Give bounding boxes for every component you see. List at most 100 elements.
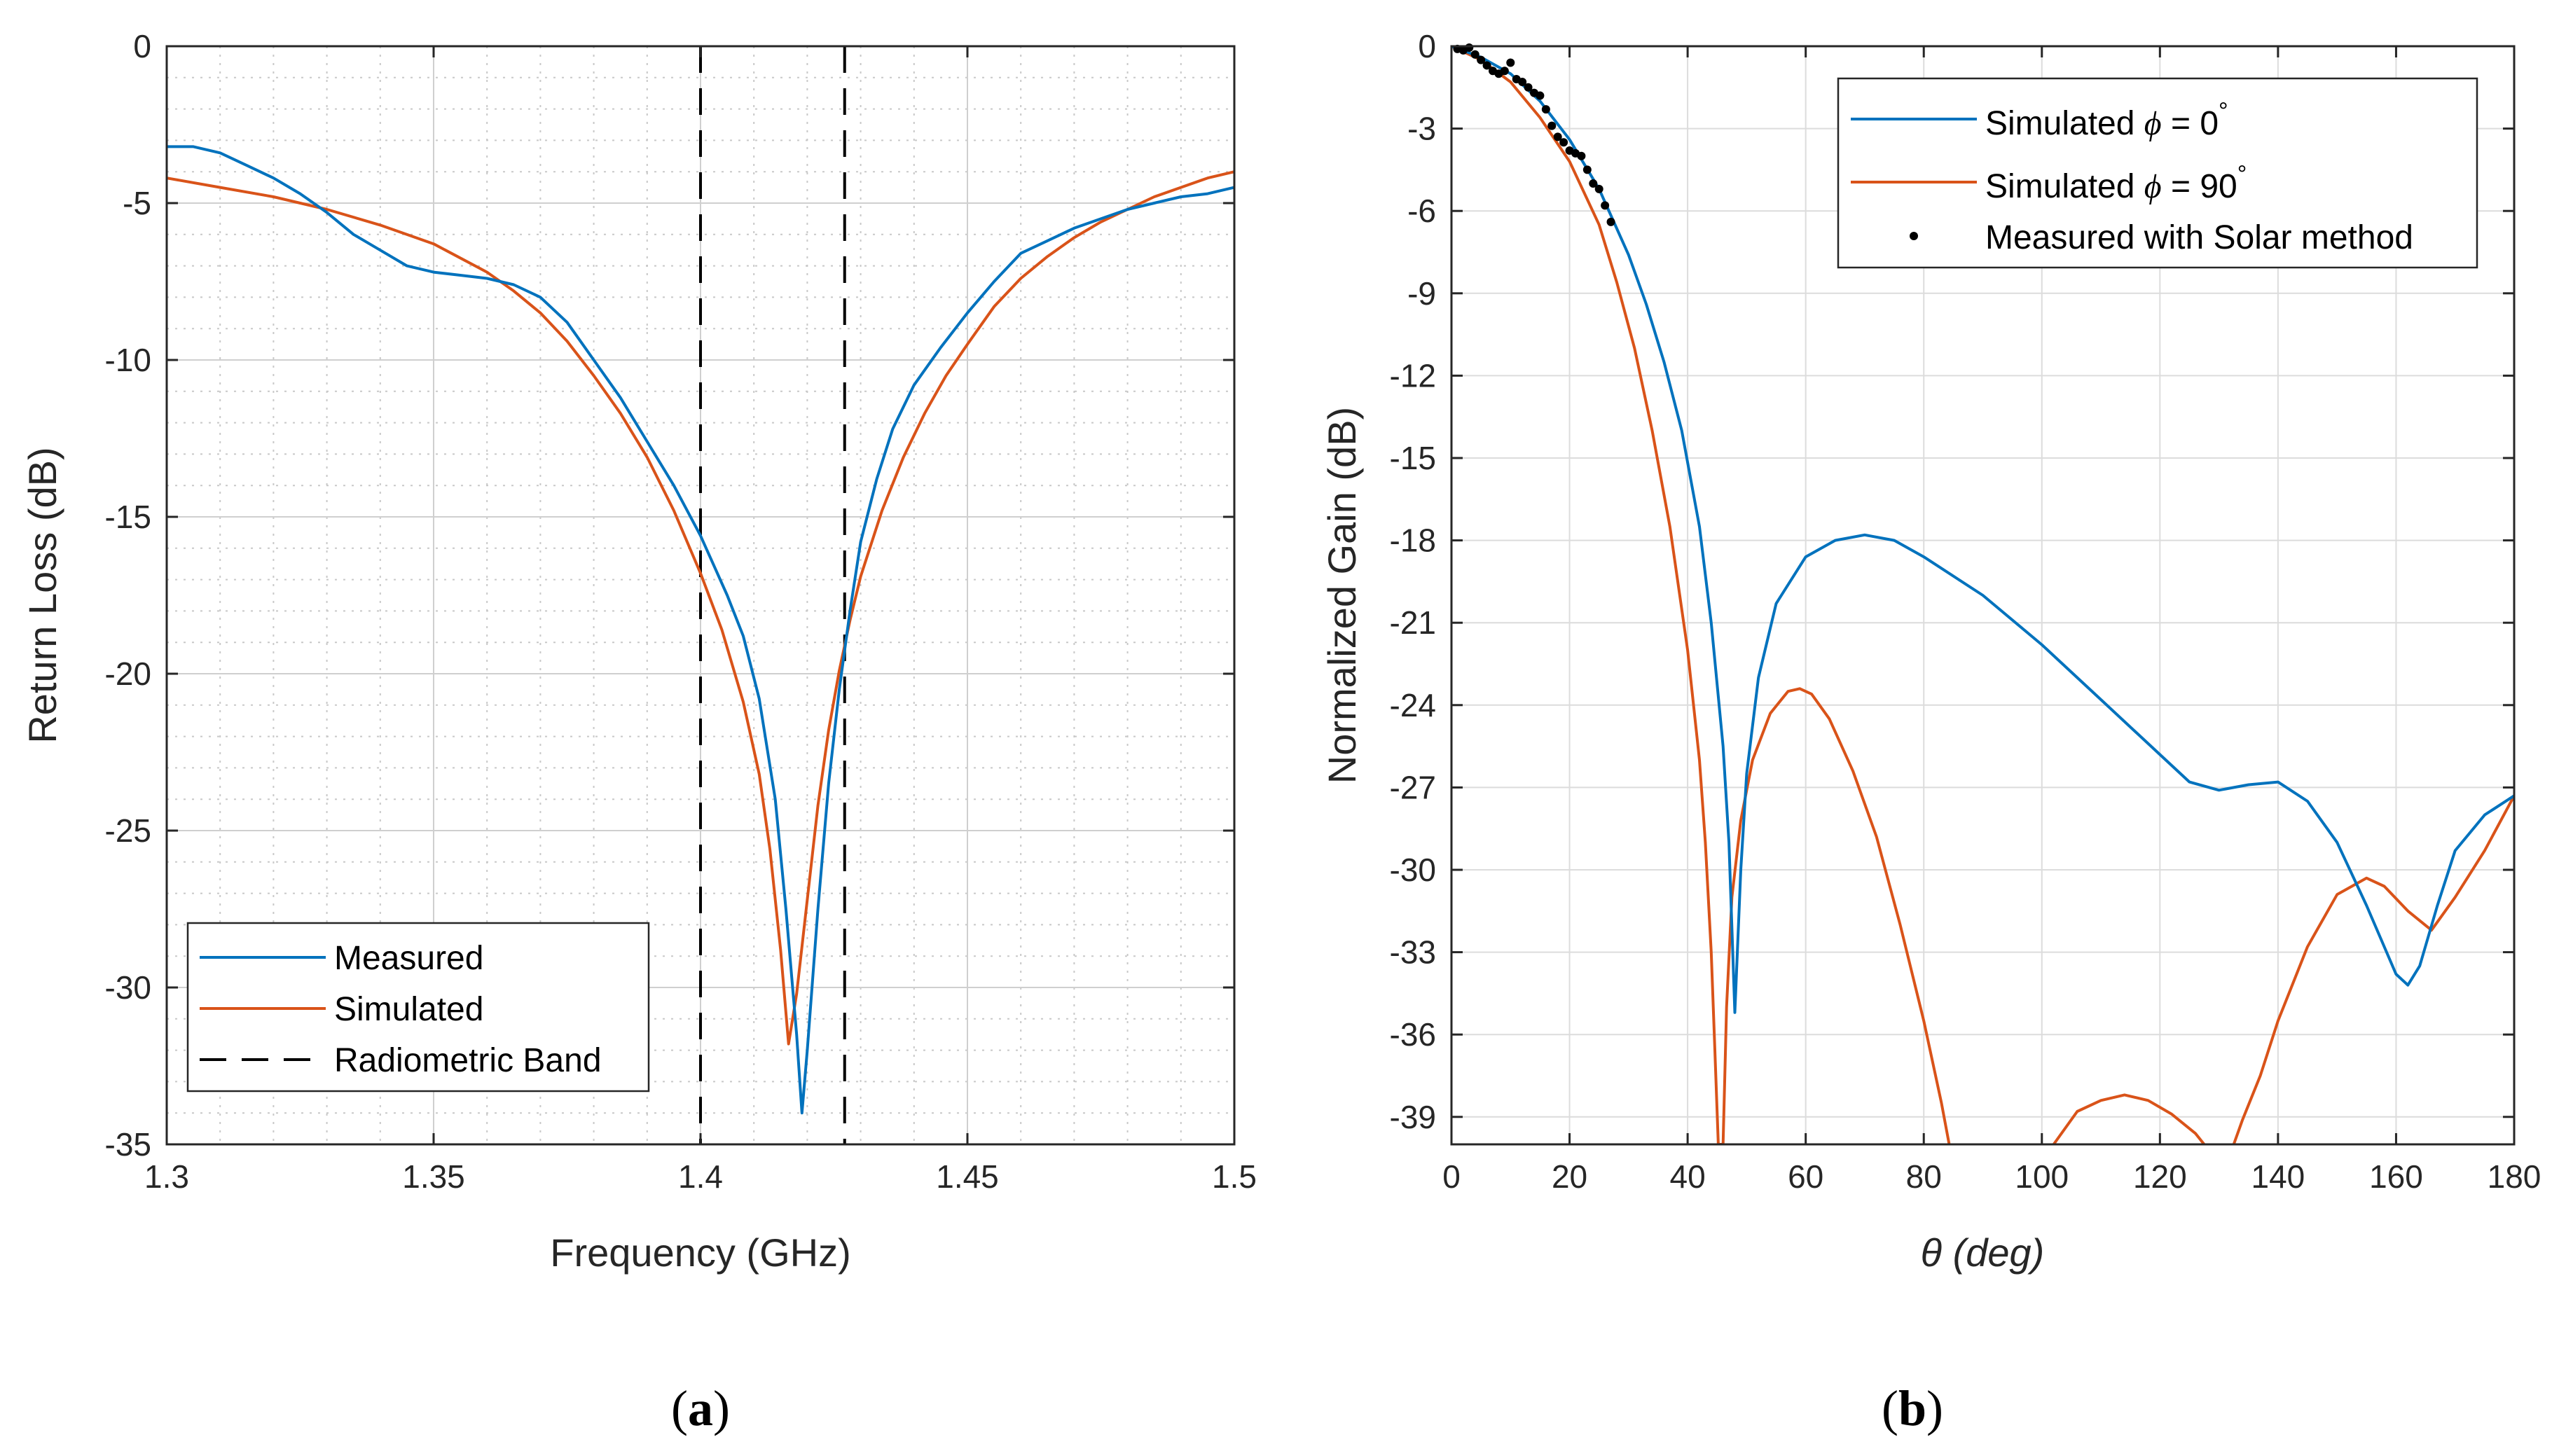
series-line-simulated <box>166 170 1235 1046</box>
measured-point <box>1589 179 1598 188</box>
panel-a-x-tick-labels: 1.3 1.35 1.4 1.45 1.5 <box>144 1158 1257 1195</box>
panel-a-radiometric-band-lines <box>699 46 846 1144</box>
caption-a-close: ) <box>713 1380 730 1436</box>
panel-a-series <box>166 145 1235 1115</box>
legend-marker-measured-solar <box>1910 232 1918 240</box>
legend-text-prefix: Simulated <box>1985 168 2144 205</box>
phi-symbol: ϕ <box>2144 105 2162 142</box>
measured-point <box>1601 201 1610 210</box>
panel-b-normalized-gain-chart: 0 20 40 60 80 100 120 140 160 180 0 -3 -6 -9 -12 -15 -1… <box>1320 28 2541 1275</box>
y-tick-label: -30 <box>105 969 151 1006</box>
caption-a-open: ( <box>671 1380 688 1436</box>
y-tick-label: 0 <box>133 28 151 64</box>
measured-point <box>1524 83 1533 92</box>
legend-label-radiometric-band: Radiometric Band <box>334 1042 602 1079</box>
measured-point <box>1470 50 1479 59</box>
legend-label-simulated: Simulated <box>334 991 483 1028</box>
y-tick-label: -24 <box>1390 687 1436 723</box>
measured-point <box>1477 55 1486 64</box>
measured-point <box>1559 138 1568 147</box>
measured-point <box>1506 58 1515 67</box>
x-tick-label: 1.3 <box>144 1158 189 1195</box>
series-line-simulated-phi-90 <box>1451 46 2514 1144</box>
measured-point <box>1547 121 1557 130</box>
measured-point <box>1482 61 1491 70</box>
degree-symbol: ° <box>2237 161 2247 188</box>
legend-text-prefix: Simulated <box>1985 105 2144 142</box>
y-tick-label: -33 <box>1390 934 1436 971</box>
y-tick-label: -20 <box>105 656 151 692</box>
x-tick-label: 40 <box>1670 1158 1706 1195</box>
x-tick-label: 0 <box>1442 1158 1461 1195</box>
phi-symbol: ϕ <box>2144 168 2162 205</box>
y-tick-label: -5 <box>123 185 151 221</box>
panel-a-legend: Measured Simulated Radiometric Band <box>186 922 650 1093</box>
caption-b: (b) <box>1882 1380 1943 1436</box>
panel-a-x-axis-label: Frequency (GHz) <box>550 1230 850 1275</box>
panel-a-y-tick-labels: 0 -5 -10 -15 -20 -25 -30 -35 <box>105 28 151 1163</box>
x-tick-label: 140 <box>2251 1158 2305 1195</box>
panel-b-x-tick-labels: 0 20 40 60 80 100 120 140 160 180 <box>1442 1158 2541 1195</box>
measured-point <box>1606 217 1615 226</box>
y-tick-label: 0 <box>1418 28 1436 64</box>
panel-b-series <box>1451 46 2514 1144</box>
caption-a-letter: a <box>688 1380 713 1436</box>
panel-a-tick-marks <box>165 45 1236 1146</box>
caption-b-letter: b <box>1898 1380 1926 1436</box>
measured-point <box>1582 165 1592 174</box>
y-tick-label: -21 <box>1390 604 1436 641</box>
series-line-measured <box>167 145 1235 1115</box>
y-tick-label: -6 <box>1407 193 1436 229</box>
measured-point <box>1594 184 1603 193</box>
measured-point <box>1536 91 1545 100</box>
measured-point <box>1500 67 1509 76</box>
x-tick-label: 1.35 <box>402 1158 465 1195</box>
y-tick-label: -3 <box>1407 111 1436 147</box>
y-tick-label: -25 <box>105 812 151 849</box>
caption-b-close: ) <box>1926 1380 1943 1436</box>
legend-text-suffix: = 90 <box>2162 168 2237 205</box>
x-tick-label: 120 <box>2133 1158 2187 1195</box>
x-tick-label: 1.4 <box>678 1158 723 1195</box>
y-tick-label: -39 <box>1390 1099 1436 1135</box>
y-tick-label: -35 <box>105 1126 151 1163</box>
y-tick-label: -10 <box>105 342 151 378</box>
x-tick-label: 20 <box>1552 1158 1587 1195</box>
legend-label-measured: Measured <box>334 940 483 977</box>
caption-b-open: ( <box>1882 1380 1898 1436</box>
y-tick-label: -9 <box>1407 275 1436 312</box>
y-tick-label: -15 <box>105 499 151 535</box>
y-tick-label: -12 <box>1390 357 1436 394</box>
measured-point <box>1541 105 1550 114</box>
x-tick-label: 100 <box>2015 1158 2069 1195</box>
panel-b-y-axis-label: Normalized Gain (dB) <box>1320 407 1364 784</box>
measured-point <box>1465 43 1474 52</box>
x-tick-label: 160 <box>2369 1158 2423 1195</box>
x-tick-label: 60 <box>1788 1158 1823 1195</box>
caption-a: (a) <box>671 1380 730 1436</box>
panel-a-y-axis-label: Return Loss (dB) <box>20 447 64 743</box>
x-tick-label: 1.45 <box>936 1158 999 1195</box>
panel-b-y-tick-labels: 0 -3 -6 -9 -12 -15 -18 -21 -24 -27 -30 -33 -36 -39 <box>1390 28 1436 1135</box>
measured-point <box>1553 132 1562 141</box>
panel-b-axes-box <box>1450 45 2516 1146</box>
y-tick-label: -27 <box>1390 769 1436 805</box>
legend-text-suffix: = 0 <box>2162 105 2219 142</box>
measured-point <box>1577 151 1586 160</box>
series-line-simulated-phi-0 <box>1451 46 2514 1014</box>
panel-b-legend: Simulated ϕ = 0° Simulated ϕ = 90° Measu… <box>1837 77 2478 269</box>
panel-a-return-loss-chart: 1.3 1.35 1.4 1.45 1.5 0-5-10-15-20-25-30-35 … <box>20 28 1257 1275</box>
legend-label-simulated-phi-90: Simulated ϕ = 90° <box>1985 161 2247 205</box>
y-tick-label: -30 <box>1390 852 1436 888</box>
x-tick-label: 80 <box>1906 1158 1942 1195</box>
panel-b-tick-marks <box>1450 45 2516 1144</box>
degree-symbol: ° <box>2219 98 2228 125</box>
measured-point <box>1518 77 1527 86</box>
panel-b-x-axis-label: θ (deg) <box>1921 1230 2045 1275</box>
x-tick-label: 1.5 <box>1212 1158 1257 1195</box>
legend-label-measured-solar: Measured with Solar method <box>1985 219 2413 256</box>
panel-b-legend-box <box>1837 77 2478 269</box>
x-tick-label: 180 <box>2488 1158 2541 1195</box>
y-tick-label: -18 <box>1390 522 1436 559</box>
